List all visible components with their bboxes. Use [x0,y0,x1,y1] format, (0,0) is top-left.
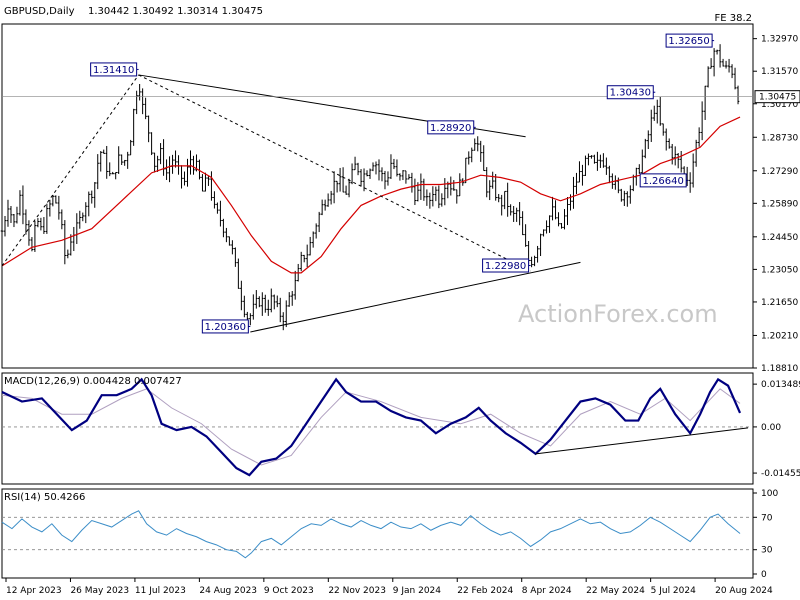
x-tick-label: 5 Jul 2024 [651,586,696,596]
price-tick-label: 1.24450 [761,233,798,243]
macd-tick-label: 0.013489 [761,380,800,390]
x-tick-label: 20 Aug 2024 [715,586,773,596]
macd-signal-line [1,388,741,466]
fe-label: FE 38.2 [714,13,752,24]
moving-average-line [1,116,741,274]
macd-line [1,377,742,477]
axes: 1.32970 1.31570 1.30170 1.28730 1.27290 1.258… [5,35,800,596]
price-label-box [639,173,687,188]
price-label-box [427,120,475,135]
macd-frame [1,372,754,485]
price-label: 1.32650 [668,36,709,47]
price-label: 1.28920 [430,123,471,134]
price-tick-label: 1.18810 [761,364,798,374]
x-tick-label: 24 Aug 2023 [199,586,257,596]
rsi-tick-label: 0 [761,570,767,580]
price-tick-label: 1.32970 [761,35,798,45]
price-tick-label: 1.30170 [761,100,798,110]
price-tick-label: 1.28730 [761,133,798,143]
watermark: ActionForex.com [518,300,718,328]
x-tick-label: 22 Nov 2023 [328,586,386,596]
price-label-box [201,319,249,334]
price-label-box [665,33,713,48]
x-tick-label: 9 Oct 2023 [264,586,314,596]
price-label-box [90,62,138,77]
price-label: 1.31410 [93,65,134,76]
price-tick-label: 1.23050 [761,265,798,275]
x-tick-label: 8 Apr 2024 [522,586,572,596]
current-price-box [754,90,800,104]
price-tick-label: 1.20210 [761,331,798,341]
price-label: 1.26640 [642,176,683,187]
price-tick-label: 1.25890 [761,199,798,209]
macd-panel [1,377,753,477]
macd-label: MACD(12,26,9) 0.004428 0.007427 [4,376,182,387]
rsi-tick-label: 30 [761,546,773,556]
price-label: 1.20360 [205,322,246,333]
x-tick-label: 22 May 2024 [586,586,645,596]
rsi-frame [1,488,754,579]
x-tick-label: 12 Apr 2023 [6,586,62,596]
macd-tick-label: -0.014554 [761,469,800,479]
diagonal-dashed [138,74,531,272]
x-tick-label: 11 Jul 2023 [135,586,186,596]
macd-trendline [535,427,749,455]
current-price-label: 1.30475 [759,93,796,103]
x-tick-label: 22 Feb 2024 [457,586,513,596]
lower-trendline [250,261,581,333]
price-label-box [606,85,654,100]
x-tick-label: 9 Jan 2024 [393,586,441,596]
rsi-tick-label: 70 [761,513,773,523]
rsi-panel [1,510,753,559]
rsi-label: RSI(14) 50.4266 [4,492,85,503]
price-tick-label: 1.27290 [761,167,798,177]
x-tick-label: 26 May 2023 [70,586,129,596]
price-label: 1.22980 [485,261,526,272]
macd-tick-label: 0.00 [761,423,781,433]
chart-header-symbol: GBPUSD,Daily [4,6,75,17]
rsi-tick-label: 100 [761,489,778,499]
price-label-box [482,258,530,273]
price-tick-label: 1.31570 [761,67,798,77]
price-panel: 1.31410 1.20360 1.28920 1.22980 1.30430 1.266… [0,23,753,334]
rsi-line [1,510,741,559]
price-tick-label: 1.21650 [761,298,798,308]
price-label: 1.30430 [610,88,651,99]
chart-header-ohlc: 1.30442 1.30492 1.30314 1.30475 [88,6,263,17]
